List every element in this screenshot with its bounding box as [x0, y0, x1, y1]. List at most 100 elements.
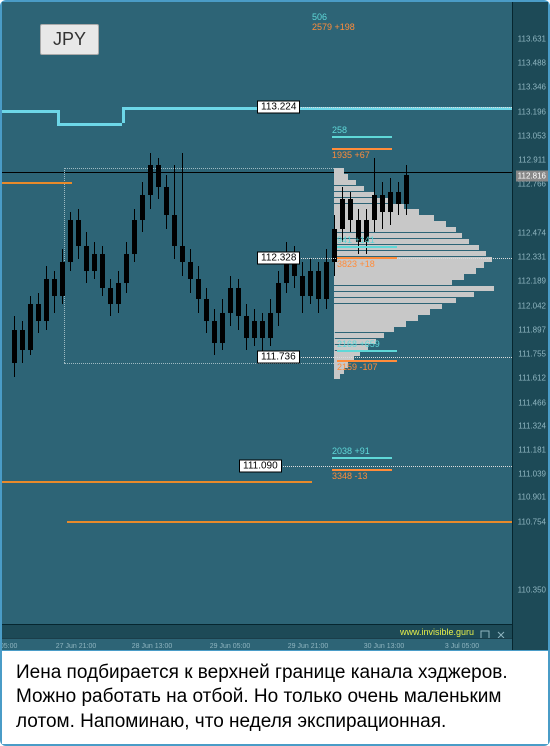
oi-annotation: 3348 -13: [332, 471, 368, 481]
candle-body: [316, 271, 321, 300]
candle-body: [340, 199, 345, 229]
volume-profile-bar: [334, 298, 456, 303]
volume-profile-bar: [334, 174, 348, 179]
candle-body: [188, 262, 193, 279]
y-tick: 111.181: [518, 446, 546, 455]
plot-region: 113.224112.328111.736111.0905062579 +198…: [2, 2, 512, 624]
x-tick: 3 Jul 05:00: [445, 643, 479, 650]
y-tick: 111.755: [518, 349, 546, 358]
candle-body: [60, 262, 65, 296]
candle-body: [12, 330, 17, 364]
x-tick: 30 Jun 13:00: [364, 643, 404, 650]
level-segment: [332, 136, 392, 138]
price-level-label: 111.736: [257, 351, 300, 364]
oi-annotation: 506: [312, 12, 327, 22]
volume-profile-bar: [334, 251, 486, 256]
volume-profile-bar: [334, 227, 456, 232]
candle-body: [100, 254, 105, 288]
candle-body: [252, 321, 257, 338]
volume-profile-bar: [334, 321, 406, 326]
candle-body: [212, 321, 217, 343]
oi-annotation: 2159 -107: [337, 362, 378, 372]
support-line: [67, 521, 512, 523]
candle-body: [180, 246, 185, 263]
candle-body: [52, 279, 57, 296]
candle-body: [116, 283, 121, 305]
candle-body: [220, 313, 225, 343]
candle-body: [348, 199, 353, 221]
y-tick: 111.897: [518, 326, 546, 335]
volume-profile-bar: [334, 180, 356, 185]
volume-profile-bar: [334, 333, 384, 338]
support-line: [2, 481, 72, 483]
candle-body: [76, 220, 81, 245]
y-tick: 110.754: [518, 518, 546, 527]
candle-body: [404, 175, 409, 204]
volume-profile-bar: [334, 274, 464, 279]
channel-line: [122, 107, 125, 123]
y-axis: 113.631113.488113.346113.196113.053112.9…: [512, 2, 548, 650]
support-line: [2, 182, 72, 184]
candle-body: [108, 288, 113, 305]
y-tick: 113.196: [518, 107, 546, 116]
candle-body: [20, 330, 25, 350]
price-level-label: 113.224: [257, 101, 300, 114]
chart-area: JPY 113.224112.328111.736111.0905062579 …: [2, 2, 548, 650]
candle-body: [380, 195, 385, 212]
x-axis: Jun 05:0027 Jun 21:0028 Jun 13:0029 Jun …: [2, 638, 512, 650]
close-icon[interactable]: [496, 627, 506, 637]
price-line: [2, 172, 512, 173]
candle-body: [204, 299, 209, 321]
candle-body: [324, 262, 329, 299]
candle-body: [228, 288, 233, 313]
y-tick: 112.189: [518, 277, 546, 286]
candle-body: [68, 220, 73, 262]
y-tick: 111.039: [518, 470, 546, 479]
y-tick: 112.042: [518, 301, 546, 310]
candle-body: [164, 187, 169, 216]
y-tick: 113.346: [518, 82, 546, 91]
oi-annotation: 2038 +91: [332, 446, 370, 456]
caption-text: Иена подбирается к верхней границе канал…: [2, 650, 548, 744]
volume-profile-bar: [334, 374, 340, 379]
y-tick: 112.331: [518, 253, 546, 262]
range-box-edge: [64, 168, 334, 169]
candle-body: [132, 220, 137, 254]
candle-body: [84, 246, 89, 271]
candle-body: [172, 215, 177, 245]
candle-body: [244, 316, 249, 338]
volume-profile-bar: [334, 315, 418, 320]
watermark-url: www.invisible.guru: [400, 627, 474, 637]
candle-body: [196, 279, 201, 299]
volume-profile-bar: [334, 286, 494, 291]
y-tick: 113.488: [518, 58, 546, 67]
level-line: [301, 357, 512, 358]
level-segment: [332, 457, 392, 459]
candle-body: [44, 279, 49, 321]
x-tick: 29 Jun 05:00: [210, 643, 250, 650]
y-tick: 112.474: [518, 229, 546, 238]
volume-profile-bar: [334, 192, 374, 197]
volume-profile-bar: [334, 168, 344, 173]
level-segment: [337, 350, 397, 352]
candle-body: [372, 195, 377, 220]
level-line: [301, 107, 512, 108]
volume-profile-bar: [334, 186, 364, 191]
level-line: [283, 466, 512, 467]
candle-body: [276, 283, 281, 313]
y-tick: 110.901: [518, 493, 546, 502]
oi-annotation: 2168 +659: [337, 339, 380, 349]
candle-body: [396, 192, 401, 204]
oi-annotation: 258: [332, 125, 347, 135]
detach-icon[interactable]: [480, 627, 490, 637]
current-price-tag: 112.816: [516, 170, 548, 181]
x-tick: 27 Jun 21:00: [56, 643, 96, 650]
price-level-label: 112.328: [257, 251, 300, 264]
candle-body: [28, 304, 33, 349]
oi-annotation: 941 +141: [337, 235, 375, 245]
candle-body: [140, 195, 145, 220]
support-line: [72, 481, 312, 483]
y-tick: 111.324: [518, 422, 546, 431]
candle-body: [148, 165, 153, 195]
candle-body: [268, 313, 273, 338]
